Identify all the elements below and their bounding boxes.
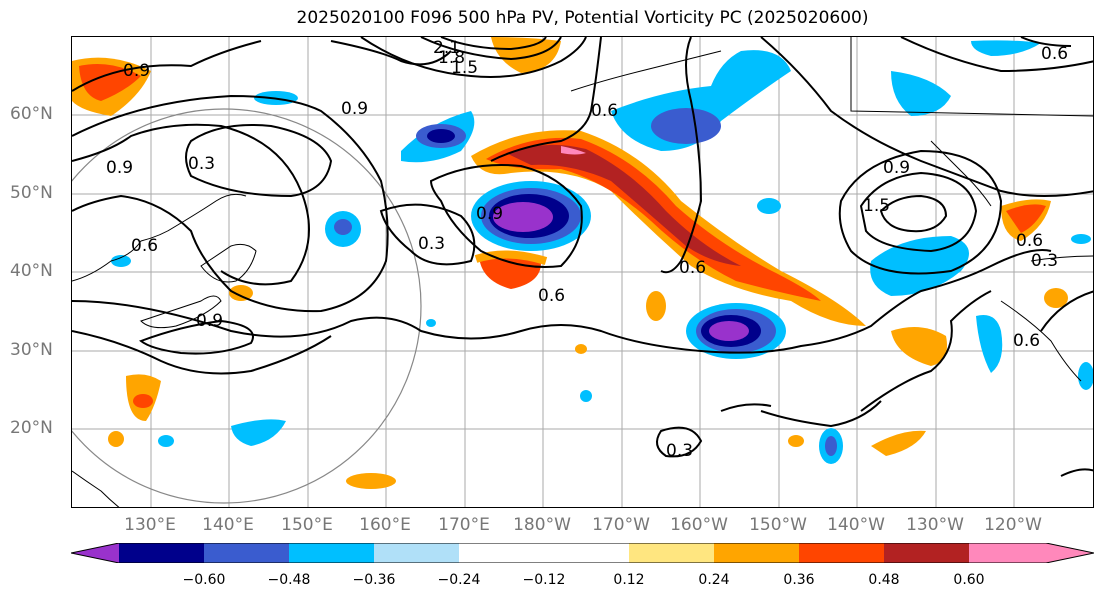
contour-label: 0.6 xyxy=(1013,331,1040,351)
colorbar-segment xyxy=(289,543,374,563)
lon-label: 150°E xyxy=(281,515,333,535)
colorbar-segment xyxy=(544,543,629,563)
contour-label: 0.6 xyxy=(1016,231,1043,251)
colorbar-segment xyxy=(374,543,459,563)
pv-contours xyxy=(72,37,1093,477)
contour-label: 0.6 xyxy=(679,258,706,278)
map-panel: 0.9 2.1 1.8 1.5 0.9 0.9 0.3 0.6 0.6 0.9 … xyxy=(71,36,1094,508)
range-circle xyxy=(72,108,422,504)
contour-label: 0.6 xyxy=(1041,44,1068,64)
colorbar-tick-label: −0.24 xyxy=(437,572,481,588)
colorbar xyxy=(71,543,1094,563)
colorbar-tick-label: 0.12 xyxy=(613,572,645,588)
colorbar-tick-label: −0.12 xyxy=(522,572,566,588)
contour-label: 0.3 xyxy=(1031,251,1058,271)
lon-label: 130°E xyxy=(124,515,176,535)
lat-label: 30°N xyxy=(10,340,53,360)
colorbar-tick-label: −0.36 xyxy=(352,572,396,588)
colorbar-segment xyxy=(459,543,544,563)
colorbar-tick-label: 0.24 xyxy=(698,572,730,588)
map-title: 2025020100 F096 500 hPa PV, Potential Vo… xyxy=(296,8,869,28)
contour-label: 0.6 xyxy=(131,236,158,256)
map-canvas: 0.9 2.1 1.8 1.5 0.9 0.9 0.3 0.6 0.6 0.9 … xyxy=(72,37,1093,507)
colorbar-segment xyxy=(799,543,884,563)
colorbar-segment xyxy=(1046,543,1094,563)
pv-filled-anomalies xyxy=(72,37,1093,489)
lat-label: 50°N xyxy=(10,183,53,203)
contour-label: 0.9 xyxy=(123,61,150,81)
contour-label: 0.3 xyxy=(188,154,215,174)
contour-label: 0.6 xyxy=(538,286,565,306)
colorbar-segment xyxy=(71,543,119,563)
coastlines xyxy=(72,37,1093,507)
colorbar-segment xyxy=(204,543,289,563)
lon-label: 140°E xyxy=(202,515,254,535)
contour-label: 1.5 xyxy=(863,196,890,216)
lat-label: 20°N xyxy=(10,418,53,438)
colorbar-segment xyxy=(629,543,714,563)
colorbar-tick-label: 0.48 xyxy=(868,572,900,588)
lon-label: 130°W xyxy=(906,515,964,535)
contour-label: 0.9 xyxy=(196,311,223,331)
contour-label: 1.8 xyxy=(438,48,465,68)
contour-label: 0.3 xyxy=(418,234,445,254)
colorbar-segment xyxy=(119,543,204,563)
contour-label: 1.5 xyxy=(451,58,478,78)
lon-label: 150°W xyxy=(749,515,807,535)
colorbar-segment xyxy=(714,543,799,563)
colorbar-segment xyxy=(884,543,969,563)
contour-label: 0.3 xyxy=(666,441,693,461)
colorbar-tick-label: 0.36 xyxy=(783,572,815,588)
colorbar-segment xyxy=(969,543,1046,563)
lat-label: 40°N xyxy=(10,261,53,281)
contour-label: 2.1 xyxy=(433,38,460,58)
lon-label: 160°E xyxy=(359,515,411,535)
contour-labels: 0.9 2.1 1.8 1.5 0.9 0.9 0.3 0.6 0.6 0.9 … xyxy=(106,38,1068,461)
contour-label: 0.9 xyxy=(106,158,133,178)
colorbar-tick-label: −0.60 xyxy=(182,572,226,588)
lon-label: 180°W xyxy=(513,515,571,535)
contour-label: 0.9 xyxy=(883,158,910,178)
lon-label: 160°W xyxy=(670,515,728,535)
colorbar-tick-label: 0.60 xyxy=(953,572,985,588)
lon-label: 140°W xyxy=(827,515,885,535)
lat-label: 60°N xyxy=(10,104,53,124)
lon-label: 170°E xyxy=(438,515,490,535)
lon-label: 170°W xyxy=(592,515,650,535)
lon-label: 120°W xyxy=(984,515,1042,535)
contour-label: 0.9 xyxy=(341,99,368,119)
contour-label: 0.9 xyxy=(476,204,503,224)
contour-label: 0.6 xyxy=(591,101,618,121)
colorbar-tick-label: −0.48 xyxy=(267,572,311,588)
